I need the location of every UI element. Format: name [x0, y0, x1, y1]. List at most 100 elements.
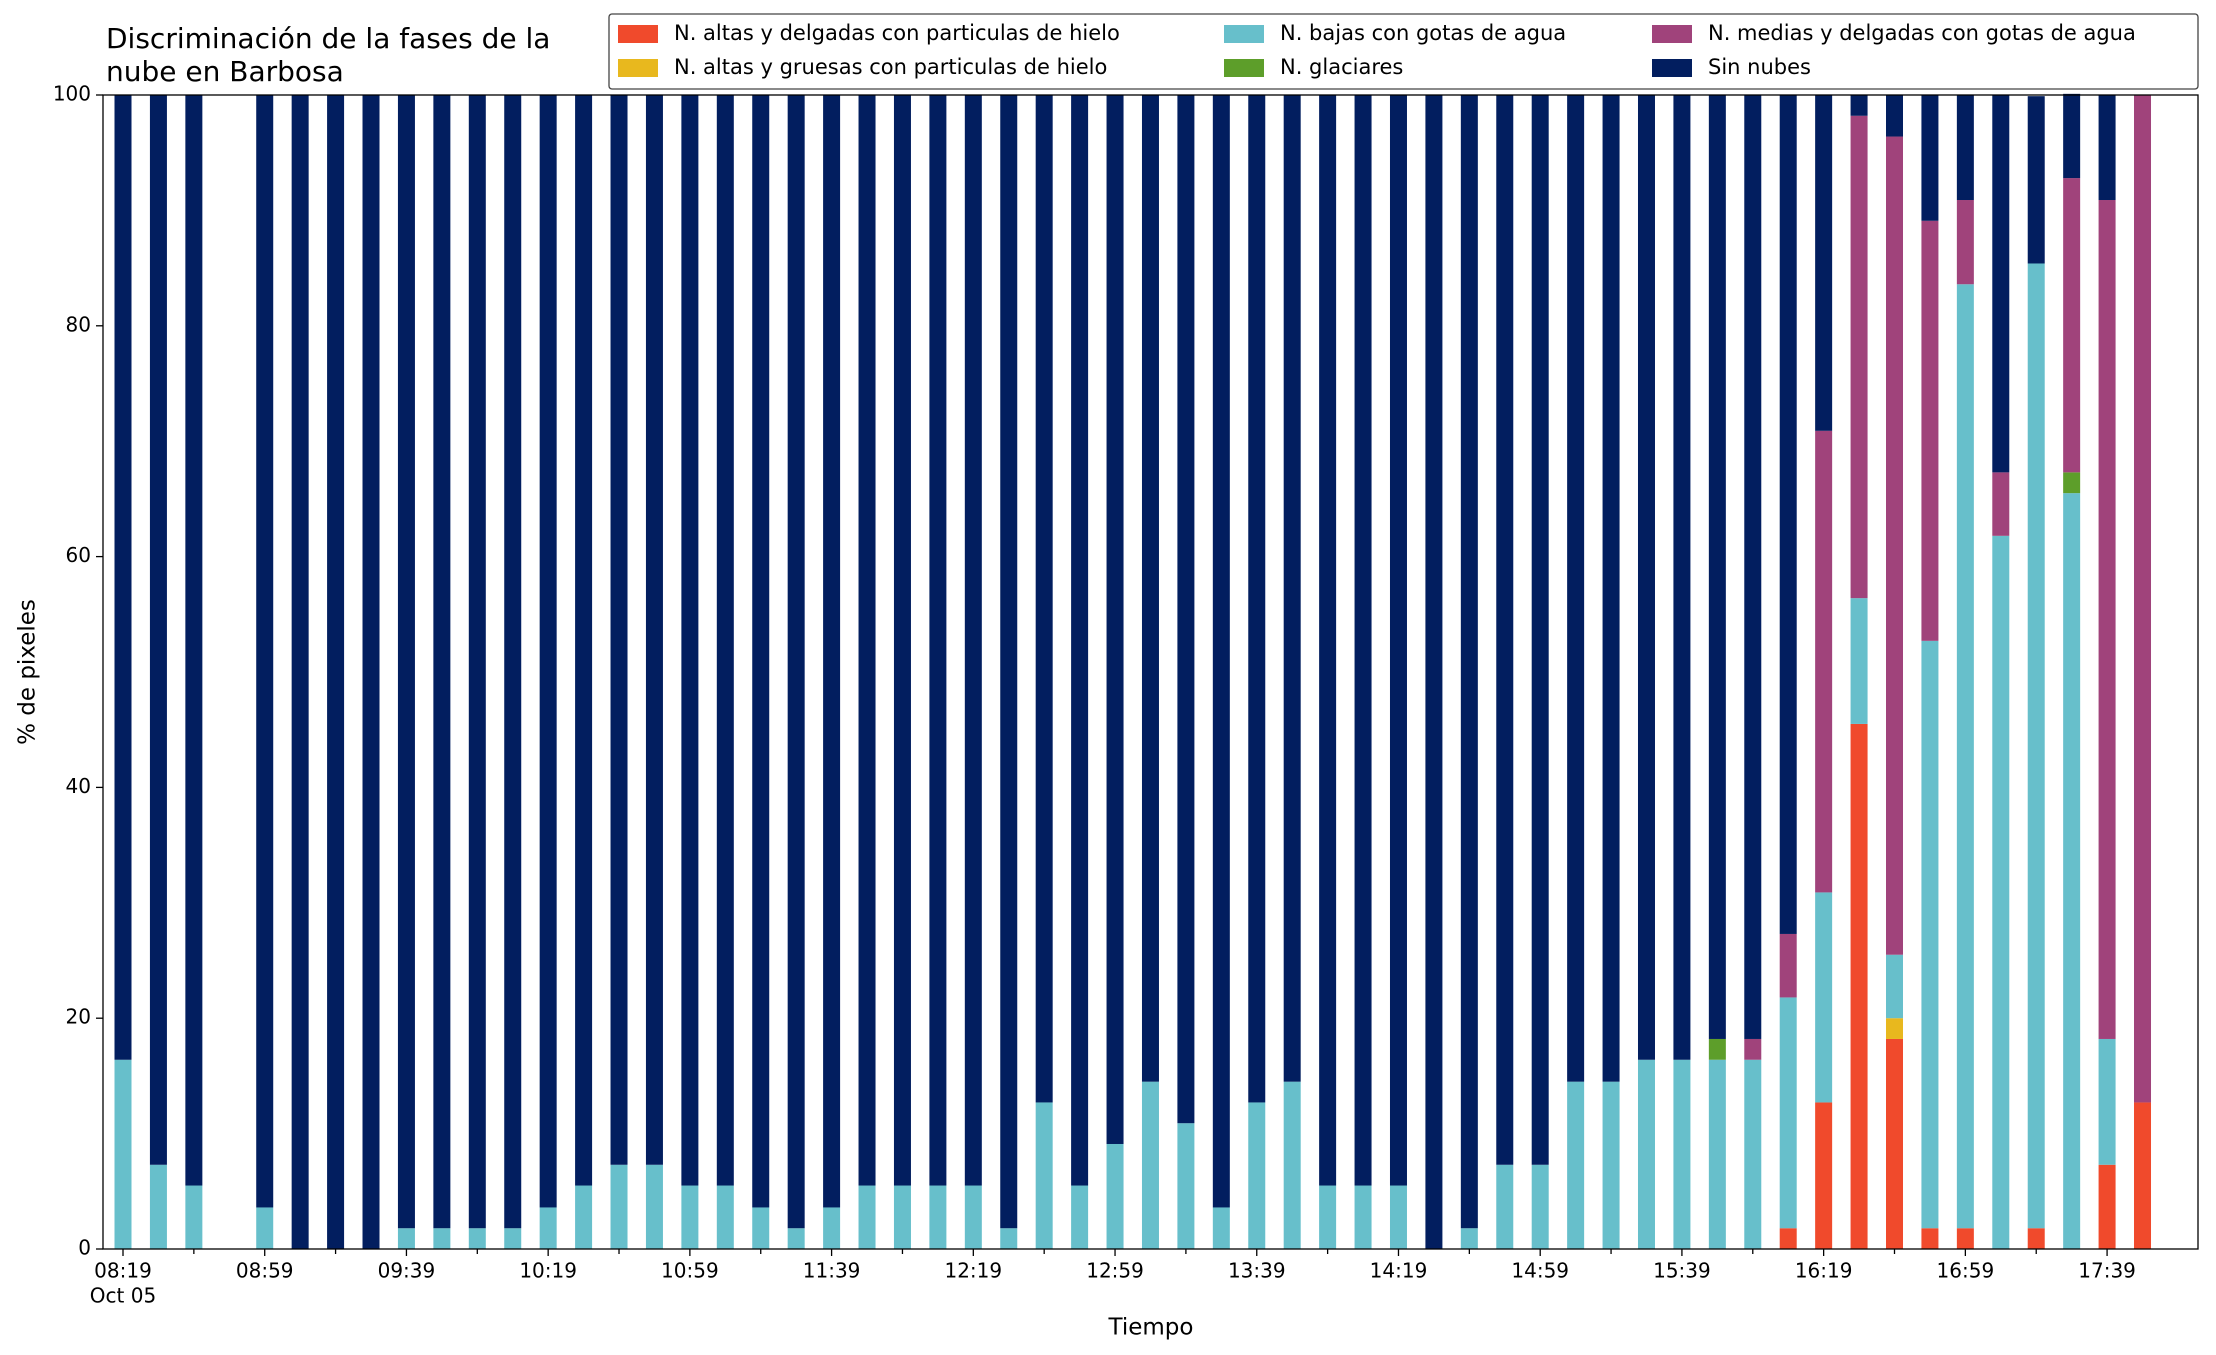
bar-segment [1212, 95, 1230, 1208]
bar-segment [752, 1207, 770, 1249]
bar-segment [1177, 95, 1195, 1124]
bar-segment [1815, 95, 1833, 431]
bar-segment [504, 95, 522, 1229]
bar-segment [2063, 472, 2081, 494]
bar-segment [645, 95, 663, 1165]
bar-segment [1000, 95, 1018, 1229]
bar-segment [2027, 96, 2045, 264]
bar-segment [964, 1185, 982, 1249]
bar-segment [185, 1185, 203, 1249]
x-tick-label: 10:19 [519, 1259, 577, 1283]
bar-segment [468, 95, 486, 1229]
bar-segment [1744, 1059, 1762, 1249]
bar-segment [2063, 93, 2081, 179]
bar-segment [1496, 95, 1514, 1165]
x-tick-label: 13:39 [1228, 1259, 1286, 1283]
bar-segment [1531, 1164, 1549, 1249]
bar-segment [149, 1164, 167, 1249]
bar-segment [1850, 95, 1868, 116]
bar-segment [1886, 954, 1903, 1019]
bar-segment [468, 1228, 486, 1249]
bar-segment [1248, 95, 1266, 1103]
bar-segment [1744, 95, 1762, 1039]
x-tick-label: 15:39 [1653, 1259, 1711, 1283]
bar-segment [256, 1207, 274, 1249]
bar-segment [823, 1207, 841, 1249]
legend-label: N. bajas con gotas de agua [1280, 21, 1566, 45]
bar-segment [1496, 1164, 1514, 1249]
bar-segment [1744, 1038, 1762, 1060]
x-tick-label: 16:19 [1795, 1259, 1853, 1283]
y-tick-label: 20 [66, 1005, 91, 1029]
bar-segment [823, 95, 841, 1208]
y-tick-label: 0 [78, 1236, 91, 1260]
legend-label: N. glaciares [1280, 55, 1403, 79]
bar-segment [1106, 95, 1124, 1144]
bar-segment [539, 95, 557, 1208]
bar-segment [1531, 95, 1549, 1165]
legend-label: N. altas y gruesas con particulas de hie… [674, 55, 1107, 79]
bar-segment [1921, 220, 1939, 641]
bar-segment [1212, 1207, 1230, 1249]
bar-segment [397, 95, 415, 1229]
bar-segment [1354, 1185, 1372, 1249]
bar-segment [1637, 1059, 1655, 1249]
bar-segment [1708, 1038, 1726, 1060]
x-tick-label: 12:59 [1086, 1259, 1144, 1283]
bar-segment [681, 1185, 699, 1249]
legend-swatch [1652, 25, 1692, 43]
bar-segment [1602, 95, 1620, 1082]
bar-segment [1248, 1102, 1266, 1249]
bar-segment [2027, 1228, 2045, 1249]
bar-segment [610, 1164, 628, 1249]
x-date-label: Oct 05 [90, 1284, 156, 1308]
legend-swatch [1224, 25, 1264, 43]
bar-segment [1354, 95, 1372, 1186]
bar-segment [575, 95, 593, 1186]
bar-segment [858, 95, 876, 1186]
bar-segment [1921, 1228, 1939, 1249]
legend-swatch [1652, 59, 1692, 77]
bar-segment [2098, 95, 2116, 201]
bar-segment [1602, 1081, 1620, 1249]
bar-segment [1035, 95, 1053, 1103]
bar-segment [539, 1207, 557, 1249]
bar-segment [1956, 200, 1974, 285]
x-tick-label: 08:59 [236, 1259, 294, 1283]
bar-segment [1319, 95, 1337, 1186]
legend-swatch [618, 25, 658, 43]
bar-segment [1637, 95, 1655, 1060]
bar-segment [1992, 535, 2010, 1249]
bar-segment [1283, 1081, 1301, 1249]
bar-segment [1850, 598, 1868, 724]
bar-segment [291, 95, 309, 1249]
bar-segment [1815, 1102, 1833, 1249]
y-tick-label: 40 [66, 774, 91, 798]
bar-segment [2098, 1164, 2116, 1249]
bar-segment [362, 95, 380, 1249]
bar-segment [1779, 933, 1797, 998]
bar-segment [645, 1164, 663, 1249]
bar-segment [1992, 472, 2010, 536]
bar-segment [1815, 430, 1833, 893]
bar-segment [149, 95, 167, 1165]
y-axis-label: % de pixeles [15, 599, 41, 745]
plot-frame [102, 94, 2199, 1250]
legend-swatch [618, 59, 658, 77]
bar-segment [1460, 95, 1478, 1229]
legend-box [608, 13, 2199, 90]
bar-segment [1886, 1018, 1903, 1039]
bar-segment [1425, 95, 1443, 1249]
bar-segment [1921, 95, 1939, 221]
y-tick-label: 100 [53, 82, 91, 106]
x-tick-label: 12:19 [944, 1259, 1002, 1283]
bar-segment [1319, 1185, 1337, 1249]
bar-segment [1071, 95, 1089, 1186]
bar-segment [929, 95, 947, 1186]
bar-segment [1956, 1228, 1974, 1249]
bar-segment [610, 95, 628, 1165]
bar-segment [1141, 1081, 1159, 1249]
y-tick-label: 60 [66, 543, 91, 567]
bar-segment [1673, 95, 1691, 1060]
legend-label: N. medias y delgadas con gotas de agua [1708, 21, 2136, 45]
